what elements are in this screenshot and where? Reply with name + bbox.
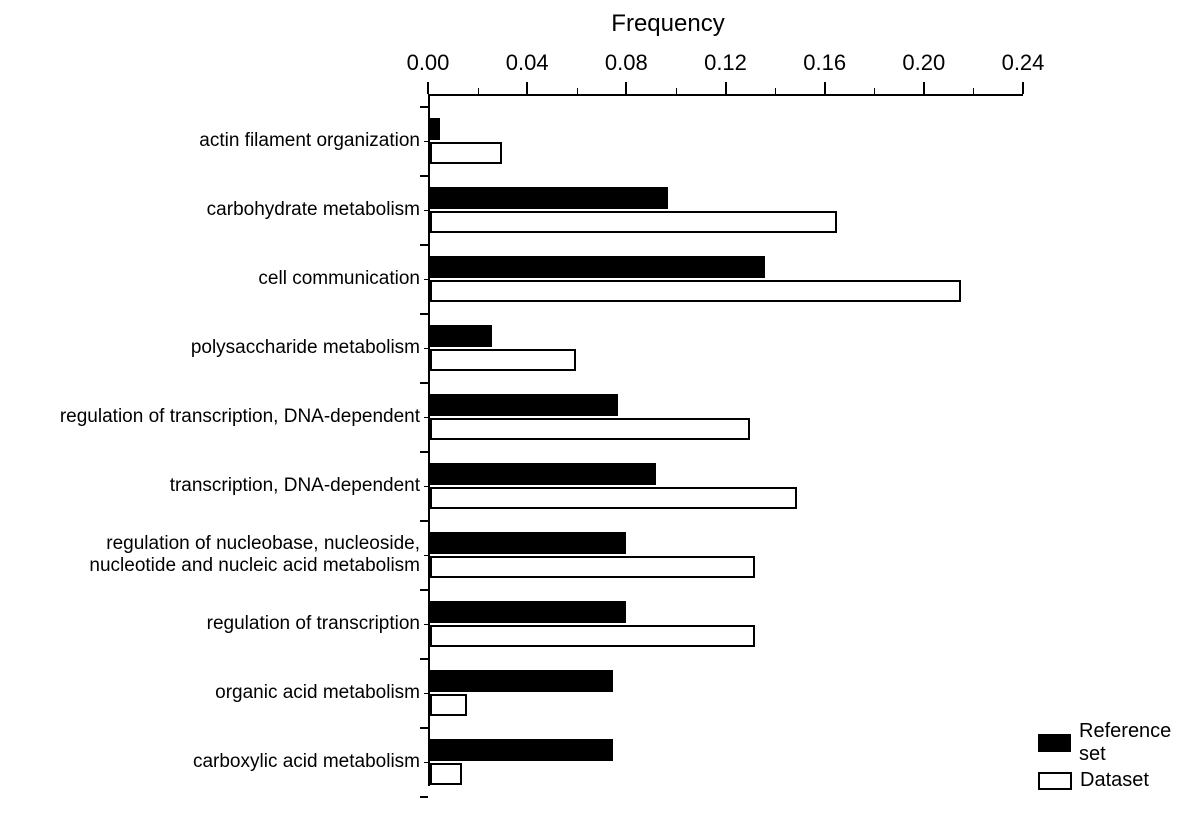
legend-item-dataset: Dataset (1038, 769, 1200, 792)
y-tick-major (420, 244, 428, 246)
y-tick-major (420, 382, 428, 384)
y-tick-major (420, 175, 428, 177)
x-axis-line (428, 94, 1023, 96)
x-tick-minor (577, 88, 578, 94)
y-tick-major (420, 796, 428, 798)
x-tick-label: 0.24 (1002, 50, 1045, 76)
chart-title: Frequency (428, 10, 908, 38)
x-tick-minor (973, 88, 974, 94)
x-tick-minor (478, 88, 479, 94)
bar-dataset (430, 280, 961, 302)
bar-dataset (430, 625, 755, 647)
x-tick-label: 0.08 (605, 50, 648, 76)
bar-reference (430, 463, 656, 485)
category-label: organic acid metabolism (215, 682, 420, 705)
y-tick-minor (424, 624, 428, 625)
bar-reference (430, 532, 626, 554)
bar-reference (430, 187, 668, 209)
category-label: polysaccharide metabolism (191, 337, 420, 360)
y-tick-major (420, 106, 428, 108)
y-tick-minor (424, 555, 428, 556)
category-label: actin filament organization (199, 130, 420, 153)
bar-dataset (430, 211, 837, 233)
x-tick-label: 0.20 (902, 50, 945, 76)
bar-dataset (430, 763, 462, 785)
y-tick-minor (424, 762, 428, 763)
x-tick-label: 0.12 (704, 50, 747, 76)
bar-dataset (430, 418, 750, 440)
category-label: regulation of nucleobase, nucleoside, nu… (89, 533, 420, 579)
y-tick-minor (424, 210, 428, 211)
legend-label-dataset: Dataset (1080, 769, 1149, 792)
y-tick-minor (424, 486, 428, 487)
bar-reference (430, 394, 618, 416)
x-tick-minor (874, 88, 875, 94)
x-tick-label: 0.04 (506, 50, 549, 76)
x-tick-major (824, 82, 826, 94)
x-tick-major (625, 82, 627, 94)
y-tick-minor (424, 417, 428, 418)
x-tick-minor (775, 88, 776, 94)
category-label: carbohydrate metabolism (207, 199, 420, 222)
bar-dataset (430, 556, 755, 578)
bar-dataset (430, 349, 576, 371)
category-label: cell communication (258, 268, 420, 291)
x-tick-label: 0.00 (407, 50, 450, 76)
y-tick-major (420, 589, 428, 591)
x-tick-label: 0.16 (803, 50, 846, 76)
legend-label-reference: Reference set (1079, 720, 1200, 766)
category-label: transcription, DNA-dependent (170, 475, 420, 498)
x-tick-major (427, 82, 429, 94)
x-tick-major (923, 82, 925, 94)
category-label: carboxylic acid metabolism (193, 751, 420, 774)
y-tick-major (420, 520, 428, 522)
x-tick-major (1022, 82, 1024, 94)
y-tick-minor (424, 279, 428, 280)
category-label: regulation of transcription, DNA-depende… (60, 406, 420, 429)
x-tick-major (725, 82, 727, 94)
category-label: regulation of transcription (207, 613, 420, 636)
bar-reference (430, 325, 492, 347)
legend-item-reference: Reference set (1038, 720, 1200, 766)
bar-reference (430, 256, 765, 278)
bar-reference (430, 118, 440, 140)
y-tick-minor (424, 348, 428, 349)
y-tick-major (420, 727, 428, 729)
y-tick-major (420, 658, 428, 660)
bar-dataset (430, 142, 502, 164)
legend-swatch-dataset (1038, 772, 1072, 790)
y-tick-minor (424, 693, 428, 694)
y-tick-minor (424, 141, 428, 142)
bar-reference (430, 739, 613, 761)
bar-reference (430, 601, 626, 623)
x-tick-major (526, 82, 528, 94)
bar-dataset (430, 487, 797, 509)
frequency-horizontal-bar-chart: Frequency 0.00 0.04 0.08 0.12 0.16 0.20 0.24 a… (0, 0, 1200, 831)
bar-dataset (430, 694, 467, 716)
y-tick-major (420, 313, 428, 315)
legend-swatch-reference (1038, 734, 1071, 752)
x-tick-minor (676, 88, 677, 94)
legend: Reference set Dataset (1038, 720, 1200, 795)
bar-reference (430, 670, 613, 692)
y-tick-major (420, 451, 428, 453)
